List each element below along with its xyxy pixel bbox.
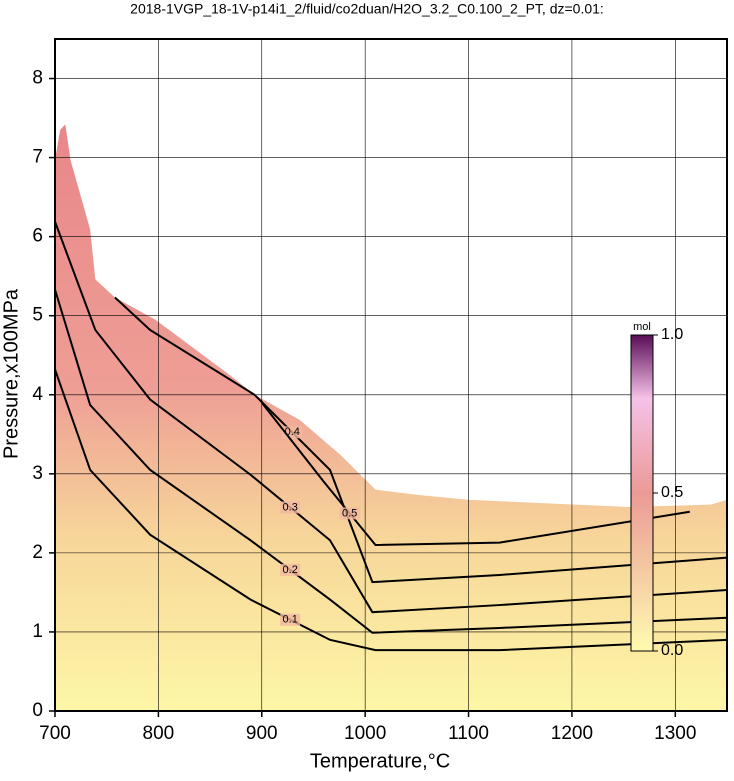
colorbar-tick-label: 0.0: [661, 642, 683, 659]
contour-label: 0.3: [283, 501, 298, 513]
x-tick-label: 1300: [654, 723, 696, 744]
y-tick-label: 0: [32, 700, 43, 721]
y-tick-label: 2: [32, 542, 43, 563]
contour-label-bg: [339, 507, 360, 520]
contour-label-bg: [280, 563, 301, 576]
contour-line: [114, 296, 728, 584]
chart-title: 2018-1VGP_18-1V-p14i1_2/fluid/co2duan/H2…: [130, 1, 604, 17]
colorbar: [630, 334, 654, 652]
plot-frame: [54, 38, 728, 712]
y-tick-label: 8: [32, 68, 43, 89]
y-tick-label: 1: [32, 621, 43, 642]
x-tick-label: 800: [143, 723, 175, 744]
x-tick-label: 1000: [344, 723, 386, 744]
contour-line: [260, 402, 690, 546]
contour-label: 0.4: [285, 426, 300, 438]
colorbar-tick-label: 0.5: [661, 484, 683, 501]
contour-label-bg: [280, 613, 301, 626]
y-tick-label: 5: [32, 305, 43, 326]
y-tick-label: 4: [32, 384, 43, 405]
filled-region: [55, 124, 727, 711]
x-tick-label: 1200: [551, 723, 593, 744]
y-tick-label: 6: [32, 226, 43, 247]
contour-label: 0.2: [283, 564, 298, 576]
contour-label: 0.1: [283, 614, 298, 626]
x-axis-label: Temperature,°C: [310, 750, 450, 772]
x-tick-label: 700: [39, 723, 71, 744]
contour-label: 0.5: [342, 507, 357, 519]
colorbar-label: mol: [633, 321, 651, 333]
y-tick-label: 3: [32, 463, 43, 484]
y-axis-label: Pressure,x100MPa: [0, 288, 22, 459]
colorbar-tick-label: 1.0: [661, 326, 683, 343]
x-tick-label: 1100: [448, 723, 489, 744]
contour-label-bg: [280, 501, 301, 514]
x-tick-label: 900: [246, 723, 278, 744]
y-tick-label: 7: [32, 147, 43, 168]
